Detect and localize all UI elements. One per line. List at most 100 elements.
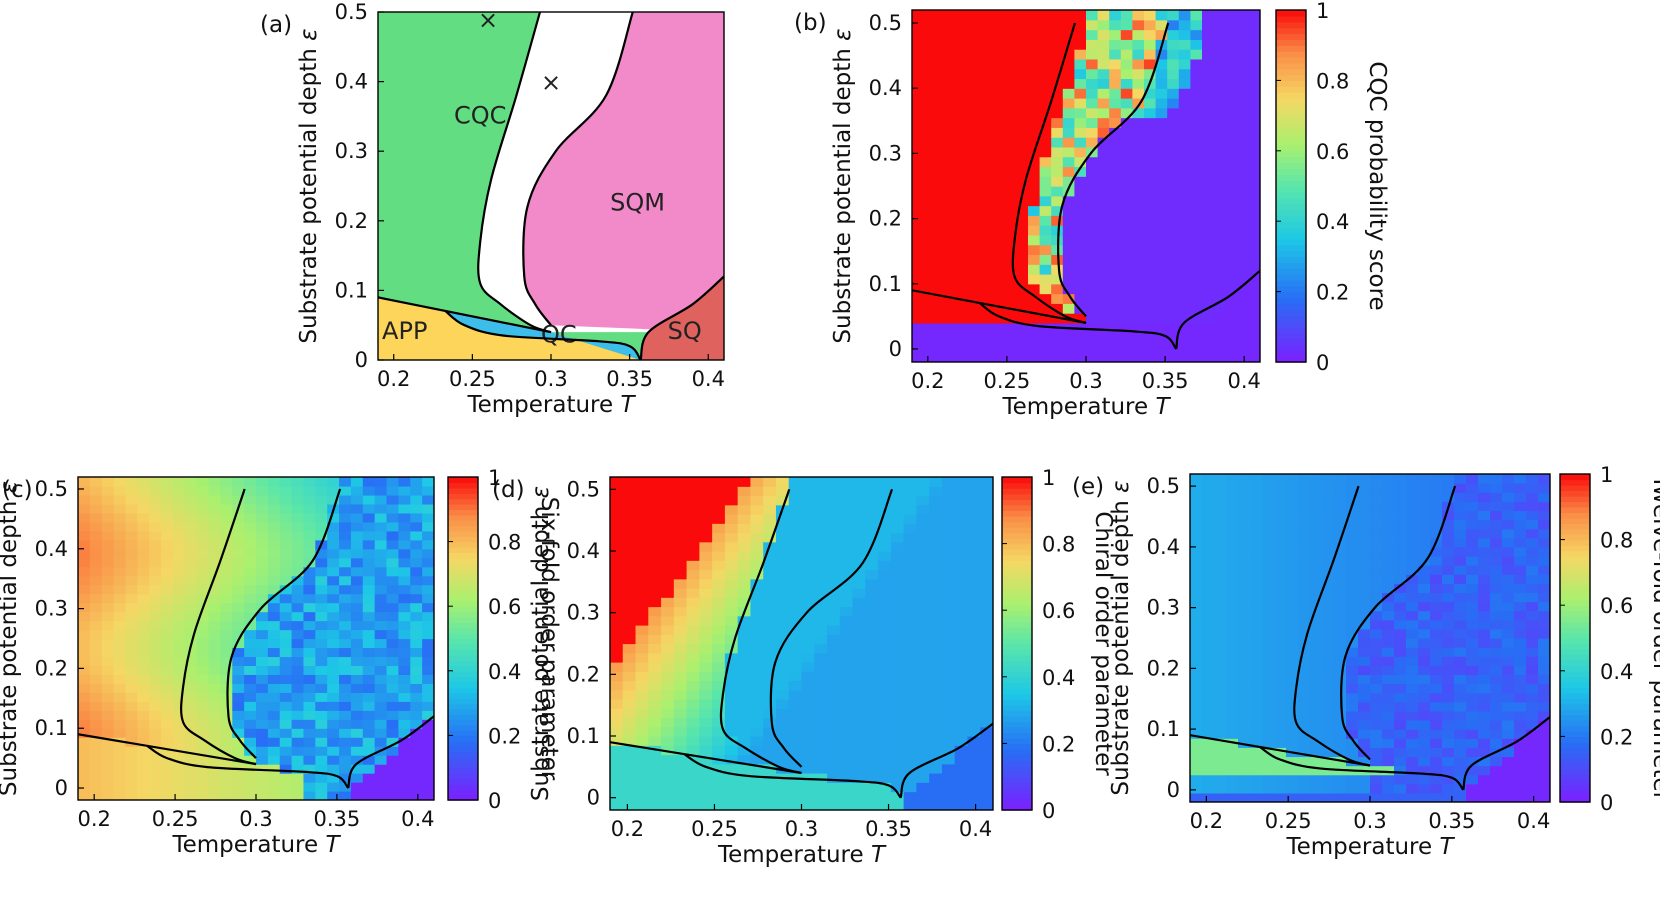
heatmap-cell (622, 569, 637, 580)
heatmap-cell (661, 477, 675, 487)
heatmap-cell (101, 593, 115, 604)
heatmap-cell (1430, 501, 1443, 512)
heatmap-cell (374, 575, 388, 586)
heatmap-cell (1236, 254, 1249, 265)
heatmap-cell (398, 521, 411, 532)
heatmap-cell (1382, 774, 1395, 785)
heatmap-cell (1028, 49, 1041, 60)
heatmap-cell (1406, 628, 1419, 639)
heatmap-cell (1236, 39, 1249, 50)
heatmap-cell (220, 701, 233, 711)
heatmap-cell (1490, 601, 1503, 612)
heatmap-cell (1016, 98, 1029, 109)
heatmap-cell (291, 755, 305, 765)
heatmap-cell (1514, 674, 1527, 685)
heatmap-cell (967, 514, 981, 524)
heatmap-cell (398, 477, 411, 487)
heatmap-cell (827, 791, 841, 802)
heatmap-cell (1286, 774, 1299, 785)
heatmap-cell (149, 557, 162, 568)
heatmap-cell (208, 530, 221, 541)
heatmap-cell (1490, 628, 1503, 639)
heatmap-cell (410, 629, 423, 640)
heatmap-cell (1226, 474, 1239, 484)
heatmap-cell (958, 313, 971, 324)
heatmap-cell (1062, 78, 1075, 89)
heatmap-cell (1250, 546, 1263, 557)
heatmap-cell (196, 683, 210, 693)
heatmap-cell (635, 578, 649, 589)
heatmap-cell (1039, 215, 1052, 226)
colorbar-segment (1002, 804, 1032, 811)
heatmap-cell (1490, 528, 1503, 539)
heatmap-cell (967, 634, 981, 645)
heatmap-cell (184, 503, 198, 514)
heatmap-cell (878, 634, 892, 645)
heatmap-cell (814, 588, 828, 598)
colorbar-segment (1276, 186, 1306, 193)
heatmap-cell (1167, 332, 1180, 344)
heatmap-cell (737, 477, 752, 487)
heatmap-cell (1394, 519, 1407, 530)
colorbar-segment (1276, 174, 1306, 181)
heatmap-cell (362, 620, 376, 631)
heatmap-cell (878, 680, 892, 691)
heatmap-cell (1016, 39, 1029, 50)
heatmap-cell (865, 477, 879, 487)
heatmap-cell (1538, 738, 1550, 748)
heatmap-cell (1442, 647, 1455, 657)
heatmap-cell (1236, 166, 1249, 177)
heatmap-cell (101, 611, 115, 622)
heatmap-cell (315, 611, 328, 622)
colorbar-tick-label: 1 (488, 466, 501, 490)
heatmap-cell (686, 597, 700, 608)
heatmap-cell (814, 800, 828, 810)
heatmap-cell (827, 662, 841, 672)
heatmap-cell (161, 602, 174, 613)
heatmap-cell (1238, 528, 1251, 539)
heatmap-cell (1144, 137, 1157, 148)
heatmap-cell (1213, 342, 1226, 353)
heatmap-cell (1178, 88, 1191, 99)
heatmap-cell (1226, 656, 1239, 666)
heatmap-cell (149, 665, 162, 675)
heatmap-cell (398, 620, 411, 631)
heatmap-cell (78, 728, 91, 738)
heatmap-cell (958, 146, 971, 158)
heatmap-cell (1478, 665, 1491, 676)
heatmap-cell (1190, 774, 1203, 785)
heatmap-cell (78, 683, 91, 693)
heatmap-cell (1202, 656, 1215, 666)
heatmap-cell (1226, 765, 1239, 776)
heatmap-cell (422, 647, 434, 658)
heatmap-cell (1074, 98, 1087, 109)
heatmap-cell (941, 495, 956, 506)
heatmap-cell (878, 699, 892, 709)
heatmap-cell (788, 699, 803, 709)
heatmap-cell (1236, 352, 1249, 362)
heatmap-cell (172, 521, 186, 532)
heatmap-cell (1382, 583, 1395, 594)
heatmap-cell (1334, 774, 1347, 785)
heatmap-cell (1144, 313, 1157, 324)
heatmap-cell (1132, 244, 1145, 256)
heatmap-cell (78, 494, 91, 505)
colorbar-segment (448, 724, 478, 731)
heatmap-cell (303, 656, 316, 667)
heatmap-cell (1526, 656, 1539, 666)
heatmap-cell (1004, 107, 1017, 119)
heatmap-cell (839, 689, 854, 700)
heatmap-cell (923, 58, 936, 70)
heatmap-cell (750, 662, 764, 672)
heatmap-cell (923, 254, 936, 265)
heatmap-cell (101, 728, 115, 738)
heatmap-cell (1028, 195, 1041, 207)
heatmap-cell (954, 745, 969, 756)
colorbar-segment (1560, 599, 1590, 606)
heatmap-cell (1406, 592, 1419, 603)
heatmap-cell (1286, 556, 1299, 566)
heatmap-cell (256, 485, 269, 496)
heatmap-cell (137, 737, 150, 747)
heatmap-cell (161, 575, 174, 586)
heatmap-cell (648, 477, 662, 487)
